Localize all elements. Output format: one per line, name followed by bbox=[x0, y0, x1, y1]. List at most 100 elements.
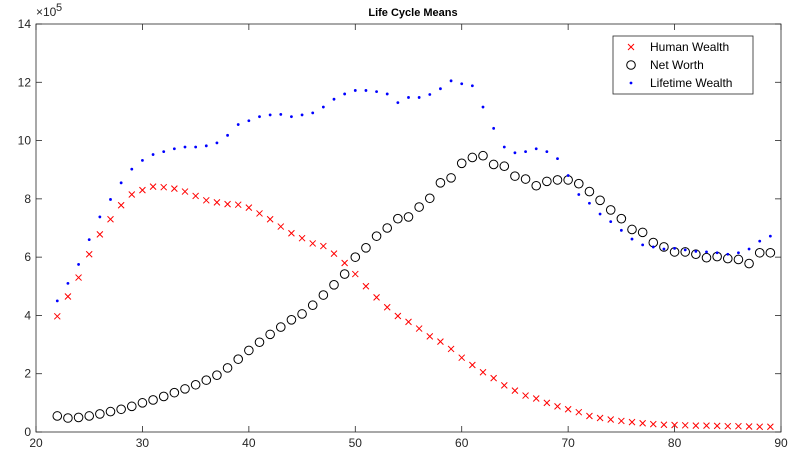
net-worth-point bbox=[318, 290, 329, 300]
net-worth-point bbox=[488, 159, 499, 170]
lifetime-wealth-point bbox=[417, 96, 421, 99]
lifetime-wealth-point bbox=[662, 247, 666, 251]
lifetime-wealth-point bbox=[428, 93, 432, 96]
net-worth-point bbox=[233, 354, 244, 364]
lifetime-wealth-point bbox=[705, 250, 708, 254]
y-tick-label: 14 bbox=[18, 17, 32, 31]
y-tick-label: 4 bbox=[24, 308, 31, 322]
human-wealth-point bbox=[128, 191, 136, 198]
plot-frame bbox=[35, 23, 782, 433]
lifetime-wealth-point bbox=[439, 87, 442, 91]
lifetime-wealth-point bbox=[66, 281, 70, 285]
net-worth-point bbox=[169, 387, 180, 398]
net-worth-point bbox=[435, 178, 446, 188]
x-tick-label: 70 bbox=[561, 436, 575, 450]
lifetime-wealth-point bbox=[502, 145, 506, 149]
lifetime-wealth-point bbox=[247, 119, 251, 123]
lifetime-wealth-point bbox=[268, 113, 272, 117]
plot-marks bbox=[52, 79, 776, 431]
legend-marker-net-worth bbox=[626, 60, 636, 70]
human-wealth-point bbox=[522, 392, 529, 399]
legend-marker-human-wealth bbox=[627, 43, 635, 51]
lifetime-wealth-point bbox=[619, 228, 623, 232]
human-wealth-point bbox=[351, 270, 359, 278]
net-worth-point bbox=[414, 202, 424, 212]
y-tick-label: 8 bbox=[24, 192, 31, 206]
human-wealth-point bbox=[149, 183, 157, 190]
lifetime-wealth-point bbox=[172, 147, 176, 151]
lifetime-wealth-point bbox=[321, 105, 325, 109]
human-wealth-point bbox=[85, 250, 93, 258]
lifetime-wealth-point bbox=[737, 251, 740, 255]
legend-label-lifetime-wealth: Lifetime Wealth bbox=[650, 76, 732, 90]
human-wealth-point bbox=[213, 199, 221, 206]
net-worth-point bbox=[605, 205, 616, 215]
human-wealth-point bbox=[724, 422, 732, 430]
human-wealth-point bbox=[618, 417, 625, 425]
net-worth-point bbox=[754, 247, 765, 258]
human-wealth-point bbox=[586, 412, 593, 420]
lifetime-wealth-point bbox=[758, 239, 762, 243]
lifetime-wealth-point bbox=[747, 247, 751, 251]
human-wealth-point bbox=[171, 185, 178, 193]
net-worth-point bbox=[424, 193, 435, 204]
net-worth-point bbox=[744, 258, 754, 269]
net-worth-point bbox=[659, 242, 669, 252]
lifetime-wealth-point bbox=[300, 113, 304, 117]
lifetime-wealth-point bbox=[258, 115, 261, 119]
lifetime-wealth-point bbox=[715, 251, 719, 255]
lifetime-wealth-point bbox=[683, 248, 687, 252]
lifetime-wealth-point bbox=[385, 92, 389, 96]
human-wealth-point bbox=[192, 192, 199, 200]
human-wealth-point bbox=[671, 421, 678, 429]
net-worth-point bbox=[84, 411, 95, 421]
net-worth-point bbox=[627, 224, 637, 235]
net-worth-point bbox=[148, 395, 158, 405]
chart-title: Life Cycle Means bbox=[368, 7, 457, 19]
net-worth-point bbox=[584, 186, 595, 197]
net-worth-point bbox=[201, 375, 212, 385]
net-worth-point bbox=[595, 195, 605, 206]
net-worth-point bbox=[137, 398, 148, 408]
legend-marker-lifetime-wealth bbox=[629, 81, 633, 85]
human-wealth-point bbox=[320, 242, 327, 250]
series-1 bbox=[52, 150, 776, 423]
y-exponent-base: ×10 bbox=[36, 5, 57, 19]
lifetime-wealth-point bbox=[183, 145, 187, 149]
net-worth-point bbox=[446, 173, 456, 183]
net-worth-point bbox=[63, 413, 73, 423]
series-0 bbox=[53, 183, 774, 431]
net-worth-point bbox=[531, 180, 542, 191]
human-wealth-point bbox=[75, 274, 82, 281]
human-wealth-point bbox=[532, 395, 540, 402]
human-wealth-point bbox=[490, 374, 497, 382]
lifetime-wealth-point bbox=[332, 97, 336, 101]
x-tick-label: 40 bbox=[242, 436, 256, 450]
net-worth-point bbox=[765, 247, 776, 258]
human-wealth-point bbox=[107, 215, 114, 223]
human-wealth-point bbox=[373, 294, 380, 301]
lifetime-wealth-point bbox=[119, 181, 123, 185]
y-axis-exponent: ×10 5 bbox=[36, 2, 62, 19]
net-worth-point bbox=[329, 280, 339, 290]
lifetime-wealth-point bbox=[449, 79, 453, 83]
lifetime-wealth-point bbox=[470, 84, 474, 88]
lifetime-wealth-point bbox=[204, 144, 208, 148]
lifetime-wealth-point bbox=[364, 89, 368, 92]
net-worth-point bbox=[212, 370, 222, 380]
net-worth-point bbox=[361, 243, 371, 253]
human-wealth-point bbox=[224, 200, 231, 208]
lifetime-wealth-point bbox=[598, 212, 602, 216]
lifetime-wealth-point bbox=[524, 150, 527, 154]
lifetime-wealth-point bbox=[588, 201, 591, 205]
net-worth-point bbox=[616, 213, 627, 224]
human-wealth-point bbox=[383, 303, 391, 311]
human-wealth-point bbox=[543, 399, 551, 407]
net-worth-point bbox=[552, 175, 563, 185]
lifetime-wealth-point bbox=[726, 252, 730, 256]
net-worth-point bbox=[244, 345, 254, 356]
net-worth-point bbox=[307, 300, 318, 311]
lifetime-wealth-point bbox=[513, 151, 517, 155]
lifetime-wealth-point bbox=[141, 158, 144, 162]
